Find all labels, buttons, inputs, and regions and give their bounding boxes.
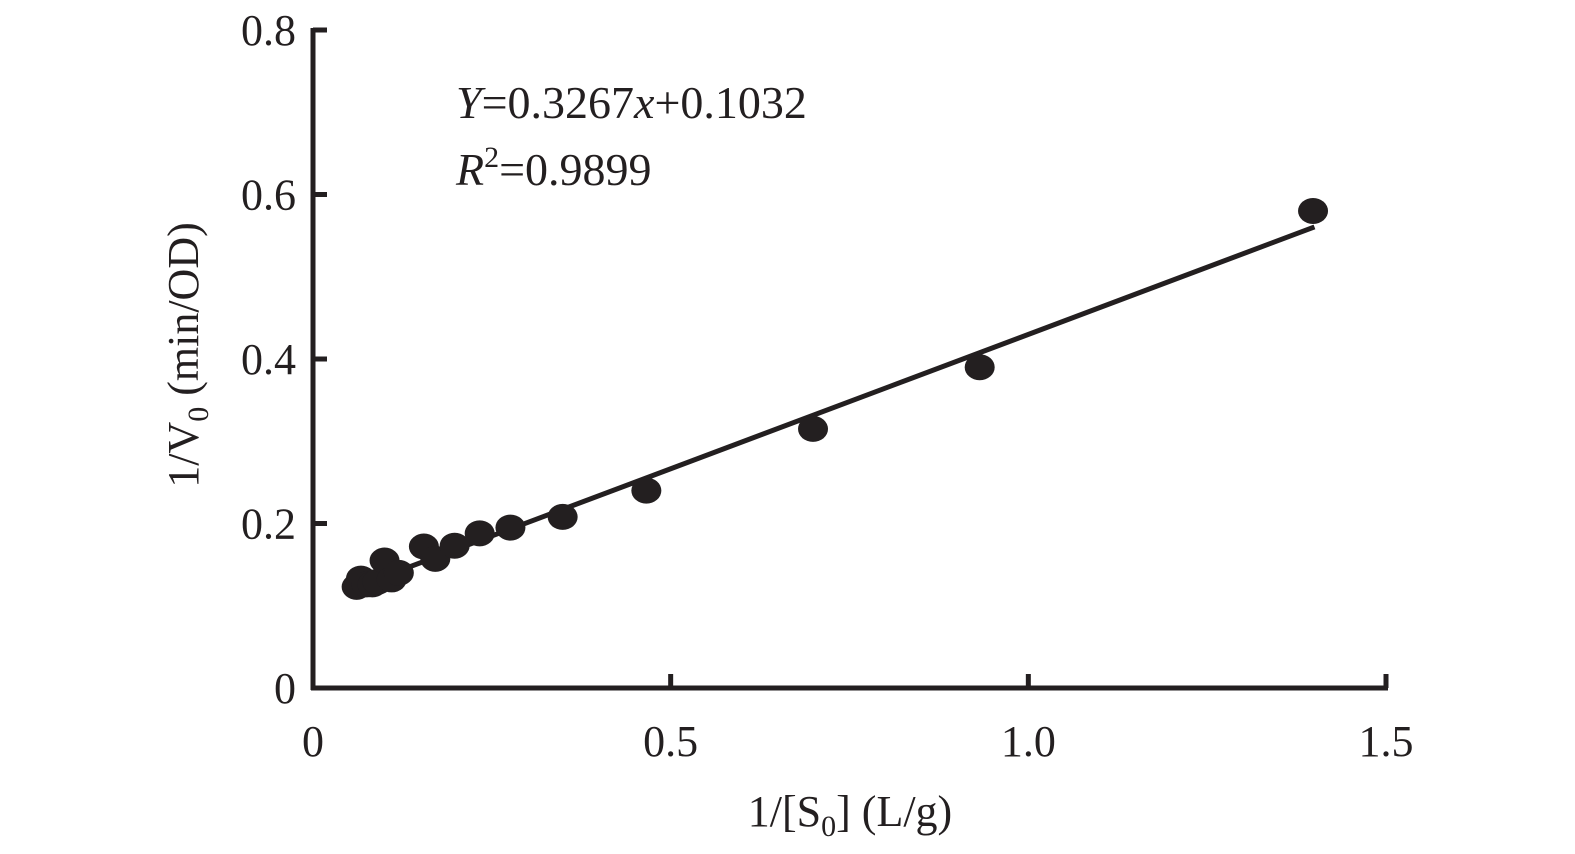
y-tick-label: 0.8	[241, 6, 296, 55]
x-axis-title: 1/[S0] (L/g)	[748, 787, 952, 843]
data-point	[464, 520, 495, 547]
data-point	[964, 354, 995, 381]
x-tick-label: 0	[302, 717, 324, 766]
y-axis-title: 1/V0 (min/OD)	[159, 222, 215, 488]
data-point	[383, 559, 414, 586]
data-points	[341, 197, 1329, 600]
data-point	[631, 477, 662, 504]
y-axis-ticks: 0 0.2 0.4 0.6 0.8	[241, 6, 327, 713]
data-point	[798, 415, 829, 442]
data-point	[1298, 197, 1329, 224]
data-point	[495, 514, 526, 541]
data-point	[547, 503, 578, 530]
r-squared-label: R2=0.9899	[455, 141, 652, 195]
x-axis-ticks: 0 0.5 1.0 1.5	[302, 674, 1414, 766]
x-tick-label: 1.5	[1359, 717, 1414, 766]
y-tick-label: 0	[274, 664, 296, 713]
x-tick-label: 1.0	[1001, 717, 1056, 766]
x-tick-label: 0.5	[643, 717, 698, 766]
y-tick-label: 0.2	[241, 500, 296, 549]
y-tick-label: 0.6	[241, 171, 296, 220]
data-point	[439, 532, 470, 559]
y-tick-label: 0.4	[241, 335, 296, 384]
regression-equation: Y=0.3267x+0.1032	[456, 77, 807, 128]
